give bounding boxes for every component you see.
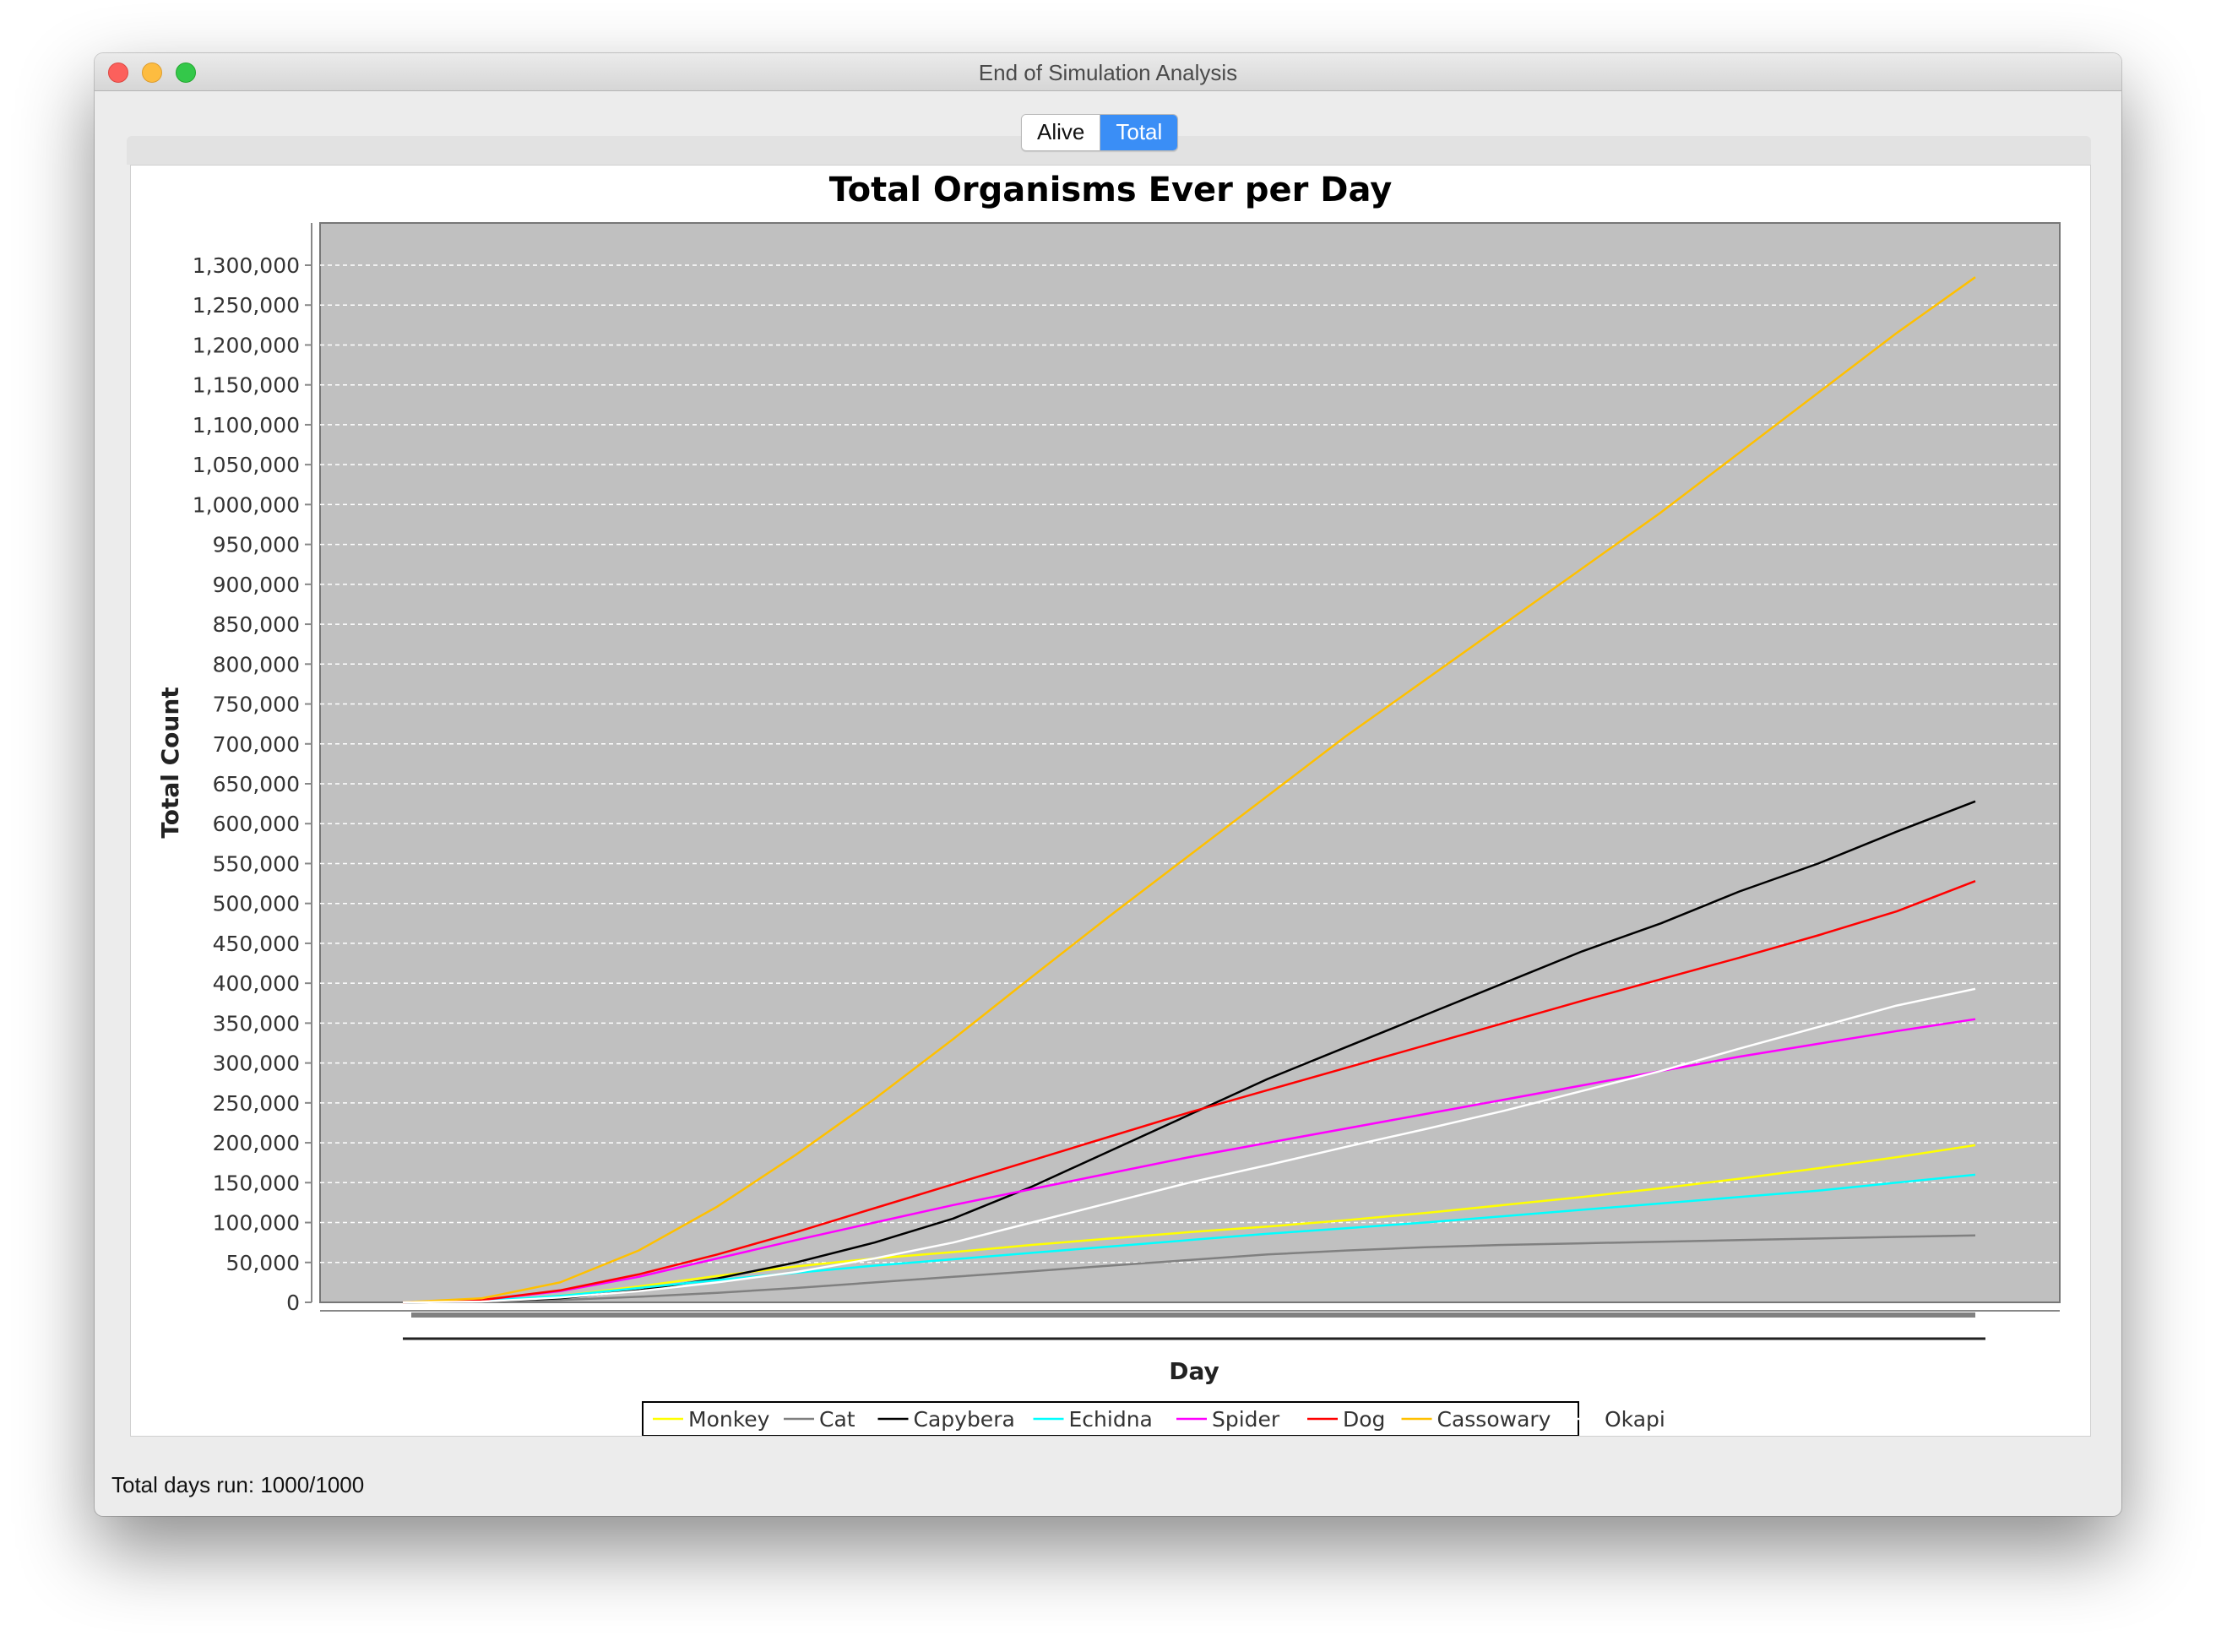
series-line-echidna xyxy=(402,1173,1976,1304)
y-tick-label: 850,000 xyxy=(213,612,300,637)
y-tick-label: 950,000 xyxy=(213,533,300,557)
y-tick-label: 550,000 xyxy=(213,851,300,876)
y-tick-label: 700,000 xyxy=(213,732,300,757)
window-title: End of Simulation Analysis xyxy=(978,60,1238,85)
legend-label-echidna: Echidna xyxy=(1069,1407,1153,1432)
y-tick-label: 900,000 xyxy=(213,573,300,597)
legend-label-cassowary: Cassowary xyxy=(1437,1407,1551,1432)
y-tick-label: 650,000 xyxy=(213,772,300,796)
app-window: End of Simulation Analysis Total Organis… xyxy=(95,53,2121,1516)
series-line-cassowary xyxy=(402,276,1976,1304)
y-tick-label: 1,050,000 xyxy=(193,453,300,477)
y-axis-label: Total Count xyxy=(156,687,184,838)
legend-label-spider: Spider xyxy=(1212,1407,1280,1432)
legend-label-dog: Dog xyxy=(1343,1407,1385,1432)
series-line-dog xyxy=(402,880,1976,1304)
y-tick-label: 50,000 xyxy=(226,1251,300,1275)
series-lines xyxy=(402,276,1976,1304)
y-tick-label: 0 xyxy=(286,1291,300,1315)
y-tick-label: 450,000 xyxy=(213,932,300,956)
chart-title: Total Organisms Ever per Day xyxy=(829,171,1393,209)
y-tick-label: 400,000 xyxy=(213,971,300,996)
y-tick-label: 150,000 xyxy=(213,1171,300,1195)
series-line-cat xyxy=(402,1234,1976,1304)
y-tick-label: 300,000 xyxy=(213,1052,300,1076)
legend-label-cat: Cat xyxy=(819,1407,855,1432)
y-tick-label: 1,100,000 xyxy=(193,413,300,437)
y-tick-label: 800,000 xyxy=(213,652,300,677)
close-button[interactable] xyxy=(108,62,128,83)
x-axis-band xyxy=(411,1312,1975,1318)
tab-alive[interactable]: Alive xyxy=(1022,115,1100,150)
title-bar: End of Simulation Analysis xyxy=(95,53,2121,91)
series-line-okapi xyxy=(402,987,1976,1304)
series-line-monkey xyxy=(402,1144,1976,1304)
y-axis: 0 50,000 100,000 150,000 200,000 250,000 300,0… xyxy=(193,253,312,1315)
y-tick-label: 100,000 xyxy=(213,1211,300,1236)
y-tick-label: 350,000 xyxy=(213,1011,300,1035)
gridlines xyxy=(320,264,2060,1263)
y-tick-label: 1,000,000 xyxy=(193,492,300,517)
line-chart: Total Organisms Ever per Day 0 50,000 100,… xyxy=(156,171,2061,1436)
minimize-button[interactable] xyxy=(142,62,162,83)
legend: Monkey Cat Capybera Echidna Spider Dog Cassowa… xyxy=(642,1401,1665,1436)
tab-total[interactable]: Total xyxy=(1100,115,1178,150)
y-tick-label: 750,000 xyxy=(213,693,300,717)
legend-label-monkey: Monkey xyxy=(688,1407,770,1432)
plot-area xyxy=(319,222,2061,1303)
status-text: Total days run: 1000/1000 xyxy=(111,1472,365,1497)
y-tick-label: 500,000 xyxy=(213,892,300,916)
y-tick-label: 200,000 xyxy=(213,1131,300,1155)
y-tick-label: 1,250,000 xyxy=(193,293,300,318)
y-tick-label: 600,000 xyxy=(213,812,300,836)
legend-label-capybera: Capybera xyxy=(914,1407,1015,1432)
series-line-spider xyxy=(402,1018,1976,1304)
legend-label-okapi: Okapi xyxy=(1605,1407,1665,1432)
y-tick-label: 1,200,000 xyxy=(193,333,300,357)
chart-panel: Total Organisms Ever per Day 0 50,000 100,… xyxy=(130,165,2091,1437)
y-tick-label: 1,300,000 xyxy=(193,253,300,278)
y-tick-label: 1,150,000 xyxy=(193,373,300,398)
y-tick-label: 250,000 xyxy=(213,1091,300,1116)
view-toggle: Alive Total xyxy=(1021,114,1179,151)
x-axis-label: Day xyxy=(1169,1357,1219,1385)
zoom-button[interactable] xyxy=(176,62,196,83)
